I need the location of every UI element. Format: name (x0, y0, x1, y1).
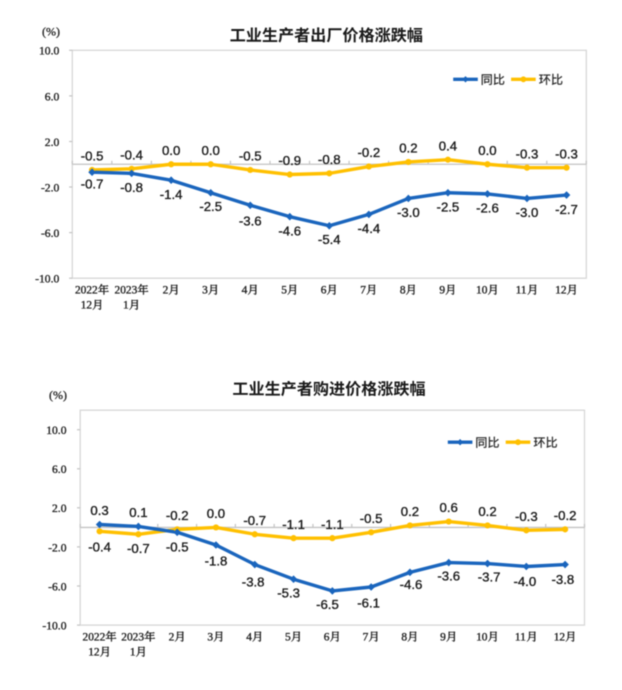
svg-text:-4.6: -4.6 (400, 577, 423, 592)
svg-text:-2.5: -2.5 (199, 199, 222, 214)
svg-text:-2.0: -2.0 (41, 181, 60, 194)
svg-text:-2.6: -2.6 (476, 201, 499, 216)
svg-text:3: 3 (207, 631, 213, 643)
svg-text:-0.4: -0.4 (88, 539, 111, 554)
svg-text:10.0: 10.0 (39, 45, 59, 58)
svg-text:0.2: 0.2 (478, 504, 496, 519)
svg-text:-1.1: -1.1 (282, 517, 305, 532)
svg-text:-0.5: -0.5 (360, 511, 383, 526)
svg-text:-2.0: -2.0 (48, 541, 67, 554)
svg-text:0.0: 0.0 (162, 143, 180, 158)
svg-text:-3.0: -3.0 (397, 205, 420, 220)
svg-text:0.0: 0.0 (207, 506, 225, 521)
svg-text:-4.0: -4.0 (513, 574, 536, 589)
svg-text:0.2: 0.2 (399, 141, 417, 156)
svg-text:7: 7 (363, 631, 369, 643)
svg-text:-2.7: -2.7 (555, 202, 578, 217)
svg-text:12: 12 (88, 646, 100, 658)
svg-text:-1.8: -1.8 (205, 554, 228, 569)
svg-text:1: 1 (130, 646, 136, 658)
svg-text:-3.6: -3.6 (239, 213, 262, 228)
svg-text:-2.5: -2.5 (437, 200, 460, 215)
svg-text:0.4: 0.4 (439, 138, 457, 153)
svg-text:5: 5 (285, 631, 291, 643)
svg-text:-5.3: -5.3 (277, 585, 300, 600)
svg-text:6.0: 6.0 (45, 90, 60, 103)
svg-text:11: 11 (515, 631, 526, 643)
svg-text:-1.4: -1.4 (160, 187, 183, 202)
svg-text:-0.2: -0.2 (166, 508, 189, 523)
svg-text:6.0: 6.0 (52, 463, 67, 476)
svg-text:-0.7: -0.7 (243, 513, 266, 528)
svg-text:-0.3: -0.3 (555, 146, 578, 161)
svg-text:-0.5: -0.5 (166, 540, 189, 555)
svg-text:10: 10 (476, 284, 488, 296)
svg-text:9: 9 (439, 284, 445, 296)
svg-text:8: 8 (400, 284, 406, 296)
svg-text:6: 6 (321, 284, 327, 296)
svg-text:-0.9: -0.9 (278, 153, 301, 168)
svg-text:-10.0: -10.0 (35, 273, 59, 286)
svg-text:0.1: 0.1 (129, 505, 147, 520)
svg-text:-5.4: -5.4 (318, 232, 341, 247)
svg-text:-0.3: -0.3 (516, 146, 539, 161)
svg-text:12: 12 (81, 300, 93, 312)
svg-text:0.6: 0.6 (440, 500, 458, 515)
svg-text:0.0: 0.0 (202, 143, 220, 158)
svg-text:-3.0: -3.0 (516, 205, 539, 220)
svg-text:-6.5: -6.5 (316, 597, 339, 612)
svg-text:7: 7 (360, 284, 366, 296)
svg-text:2023: 2023 (115, 284, 138, 296)
svg-text:-0.3: -0.3 (515, 509, 538, 524)
svg-text:4: 4 (242, 284, 248, 296)
svg-text:-1.1: -1.1 (321, 517, 344, 532)
svg-text:5: 5 (281, 284, 287, 296)
svg-text:-3.7: -3.7 (478, 570, 501, 585)
svg-text:9: 9 (440, 631, 446, 643)
svg-text:-6.1: -6.1 (357, 595, 380, 610)
svg-text:0.0: 0.0 (478, 143, 496, 158)
svg-text:-6.0: -6.0 (48, 580, 67, 593)
svg-text:0.3: 0.3 (90, 503, 108, 518)
svg-text:(%): (%) (42, 25, 60, 39)
svg-text:12: 12 (555, 284, 567, 296)
svg-text:2022: 2022 (83, 631, 106, 643)
svg-text:-3.8: -3.8 (552, 572, 575, 587)
svg-text:10.0: 10.0 (46, 424, 66, 437)
svg-text:-0.8: -0.8 (318, 152, 341, 167)
svg-text:8: 8 (401, 631, 407, 643)
svg-text:4: 4 (246, 631, 252, 643)
svg-text:-0.7: -0.7 (127, 541, 150, 556)
svg-text:1: 1 (123, 300, 129, 312)
svg-text:-0.2: -0.2 (554, 508, 577, 523)
svg-text:2.0: 2.0 (45, 136, 60, 149)
svg-text:2: 2 (169, 631, 175, 643)
svg-text:-10.0: -10.0 (42, 620, 66, 633)
svg-text:-0.8: -0.8 (120, 180, 143, 195)
svg-text:-4.6: -4.6 (278, 223, 301, 238)
svg-text:-3.8: -3.8 (242, 574, 265, 589)
svg-text:-0.2: -0.2 (357, 145, 380, 160)
svg-text:11: 11 (516, 284, 527, 296)
svg-text:12: 12 (554, 631, 566, 643)
svg-text:2022: 2022 (75, 284, 98, 296)
svg-text:-0.5: -0.5 (239, 149, 262, 164)
svg-text:2.0: 2.0 (52, 502, 67, 515)
svg-text:-0.7: -0.7 (81, 176, 104, 191)
svg-text:(%): (%) (49, 388, 67, 402)
svg-text:-3.6: -3.6 (437, 569, 460, 584)
svg-text:-0.5: -0.5 (81, 149, 104, 164)
svg-text:2: 2 (163, 284, 169, 296)
svg-text:2023: 2023 (121, 631, 144, 643)
svg-text:0.2: 0.2 (401, 504, 419, 519)
svg-text:-0.4: -0.4 (120, 147, 143, 162)
svg-text:10: 10 (476, 631, 488, 643)
svg-text:-4.4: -4.4 (357, 221, 380, 236)
svg-text:-6.0: -6.0 (41, 227, 60, 240)
svg-text:6: 6 (324, 631, 330, 643)
svg-text:3: 3 (202, 284, 208, 296)
